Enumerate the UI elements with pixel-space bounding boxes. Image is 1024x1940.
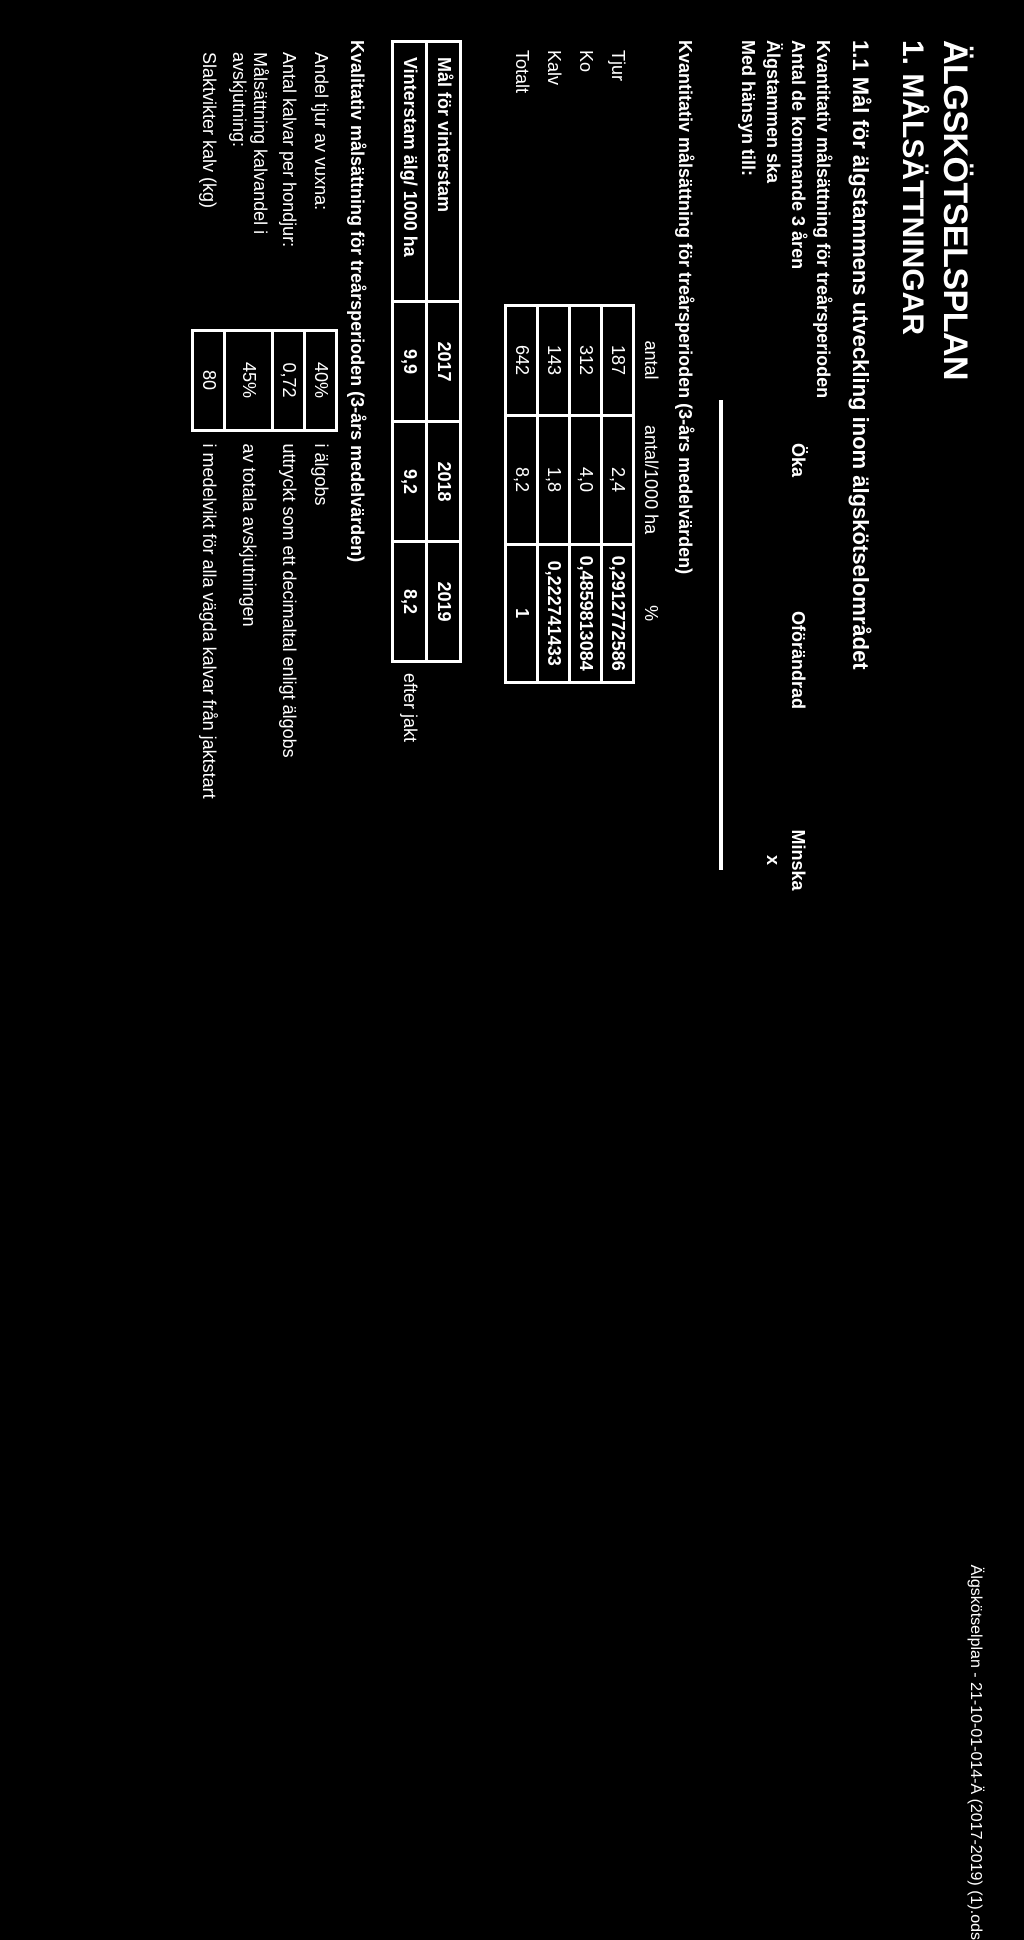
winter-v2017: 9,9 <box>393 302 427 422</box>
kval-r1-note: i älgobs <box>305 430 337 811</box>
opt-oka: Öka <box>787 400 808 520</box>
kval-r4-val: 80 <box>193 330 225 430</box>
document-content: Älgskötselplan - 21-10-01-014-Ä (2017-20… <box>192 40 995 1480</box>
label-antal3: Antal de kommande 3 åren <box>787 40 808 400</box>
winter-y2017: 2017 <box>427 302 461 422</box>
cell: 143 <box>538 305 570 415</box>
row-label-tjur: Tjur <box>602 40 634 305</box>
table-row: Kalv 143 1,8 0,222741433 <box>538 40 570 682</box>
winter-row1-label: Mål för vinterstam <box>427 42 461 302</box>
kvant-table-heading: Kvantitativ målsättning för treårsperiod… <box>674 40 695 1480</box>
table-row: Totalt 642 8,2 1 <box>506 40 538 682</box>
table-row: Ko 312 4,0 0,4859813084 <box>570 40 602 682</box>
cell: 2,4 <box>602 415 634 544</box>
table-row: Andel tjur av vuxna: 40% i älgobs <box>305 40 337 811</box>
cell: 0,2912772586 <box>602 544 634 682</box>
blank-cell <box>634 40 666 305</box>
table-row: Mål för vinterstam 2017 2018 2019 <box>427 42 461 782</box>
page-rotated: Älgskötselplan - 21-10-01-014-Ä (2017-20… <box>0 0 1024 1024</box>
row-label-totalt: Totalt <box>506 40 538 305</box>
row-hansyn: Med hänsyn till: <box>737 40 758 1480</box>
kval-r4-label: Slaktvikter kalv (kg) <box>193 40 225 330</box>
kval-r1-val: 40% <box>305 330 337 430</box>
kval-r2-val: 0,72 <box>273 330 305 430</box>
section-1-heading: 1. MÅLSÄTTNINGAR <box>895 40 929 1480</box>
winter-row2-label: Vinterstam älg/ 1000 ha <box>393 42 427 302</box>
table-row: Tjur 187 2,4 0,2912772586 <box>602 40 634 682</box>
section-1-1-heading: 1.1 Mål för älgstammens utveckling inom … <box>847 40 873 1480</box>
kval-r2-label: Antal kalvar per hondjur: <box>273 40 305 330</box>
row-label-kalv: Kalv <box>538 40 570 305</box>
cell: 642 <box>506 305 538 415</box>
table-row: Slaktvikter kalv (kg) 80 i medelvikt för… <box>193 40 225 811</box>
table-vinterstam: Mål för vinterstam 2017 2018 2019 Vinter… <box>392 40 463 783</box>
kval-r3-note: av totala avskjutningen <box>225 430 273 811</box>
table-kvantitativ: antal antal/1000 ha % Tjur 187 2,4 0,291… <box>505 40 667 684</box>
label-algstammen: Älgstammen ska <box>762 40 783 400</box>
file-path: Älgskötselplan - 21-10-01-014-Ä (2017-20… <box>966 1565 984 1940</box>
kval-heading: Kvalitativ målsättning för treårsperiode… <box>347 40 368 1480</box>
opt-oforandrad: Oförändrad <box>787 600 808 720</box>
direction-options: Öka Oförändrad Minska <box>787 400 808 920</box>
doc-title: ÄLGSKÖTSELSPLAN <box>935 40 974 1480</box>
kval-r3-label: Målsättning kalvandel i avskjutning: <box>225 40 273 330</box>
table-row: Målsättning kalvandel i avskjutning: 45%… <box>225 40 273 811</box>
opt-minska: Minska <box>787 800 808 920</box>
winter-after-label: efter jakt <box>393 662 427 782</box>
col-antal: antal <box>634 305 666 415</box>
cell: 4,0 <box>570 415 602 544</box>
row-label-ko: Ko <box>570 40 602 305</box>
cell: 0,222741433 <box>538 544 570 682</box>
row-algstammen: Älgstammen ska x <box>762 40 783 1480</box>
sel-oka <box>762 400 783 520</box>
winter-v2019: 8,2 <box>393 542 427 662</box>
divider-line <box>719 400 723 870</box>
cell: 1,8 <box>538 415 570 544</box>
col-antal-1000: antal/1000 ha <box>634 415 666 544</box>
table-kvalitativ: Andel tjur av vuxna: 40% i älgobs Antal … <box>192 40 339 811</box>
kval-r2-note: uttryckt som ett decimaltal enligt älgob… <box>273 430 305 811</box>
cell: 1 <box>506 544 538 682</box>
direction-selection: x <box>762 400 783 920</box>
col-pct: % <box>634 544 666 682</box>
cell: 312 <box>570 305 602 415</box>
kval-r4-note: i medelvikt för alla vägda kalvar från j… <box>193 430 225 811</box>
kvant-heading: Kvantitativ målsättning för treårsperiod… <box>812 40 833 1480</box>
winter-y2019: 2019 <box>427 542 461 662</box>
sel-minska: x <box>762 800 783 920</box>
table-row: Antal kalvar per hondjur: 0,72 uttryckt … <box>273 40 305 811</box>
cell: 0,4859813084 <box>570 544 602 682</box>
cell: 8,2 <box>506 415 538 544</box>
blank <box>427 662 461 782</box>
row-antal-3ar: Antal de kommande 3 åren Öka Oförändrad … <box>787 40 808 1480</box>
sel-oforandrad <box>762 600 783 720</box>
kval-r1-label: Andel tjur av vuxna: <box>305 40 337 330</box>
table-row: Vinterstam älg/ 1000 ha 9,9 9,2 8,2 efte… <box>393 42 427 782</box>
kval-r3-val: 45% <box>225 330 273 430</box>
winter-y2018: 2018 <box>427 422 461 542</box>
winter-v2018: 9,2 <box>393 422 427 542</box>
cell: 187 <box>602 305 634 415</box>
